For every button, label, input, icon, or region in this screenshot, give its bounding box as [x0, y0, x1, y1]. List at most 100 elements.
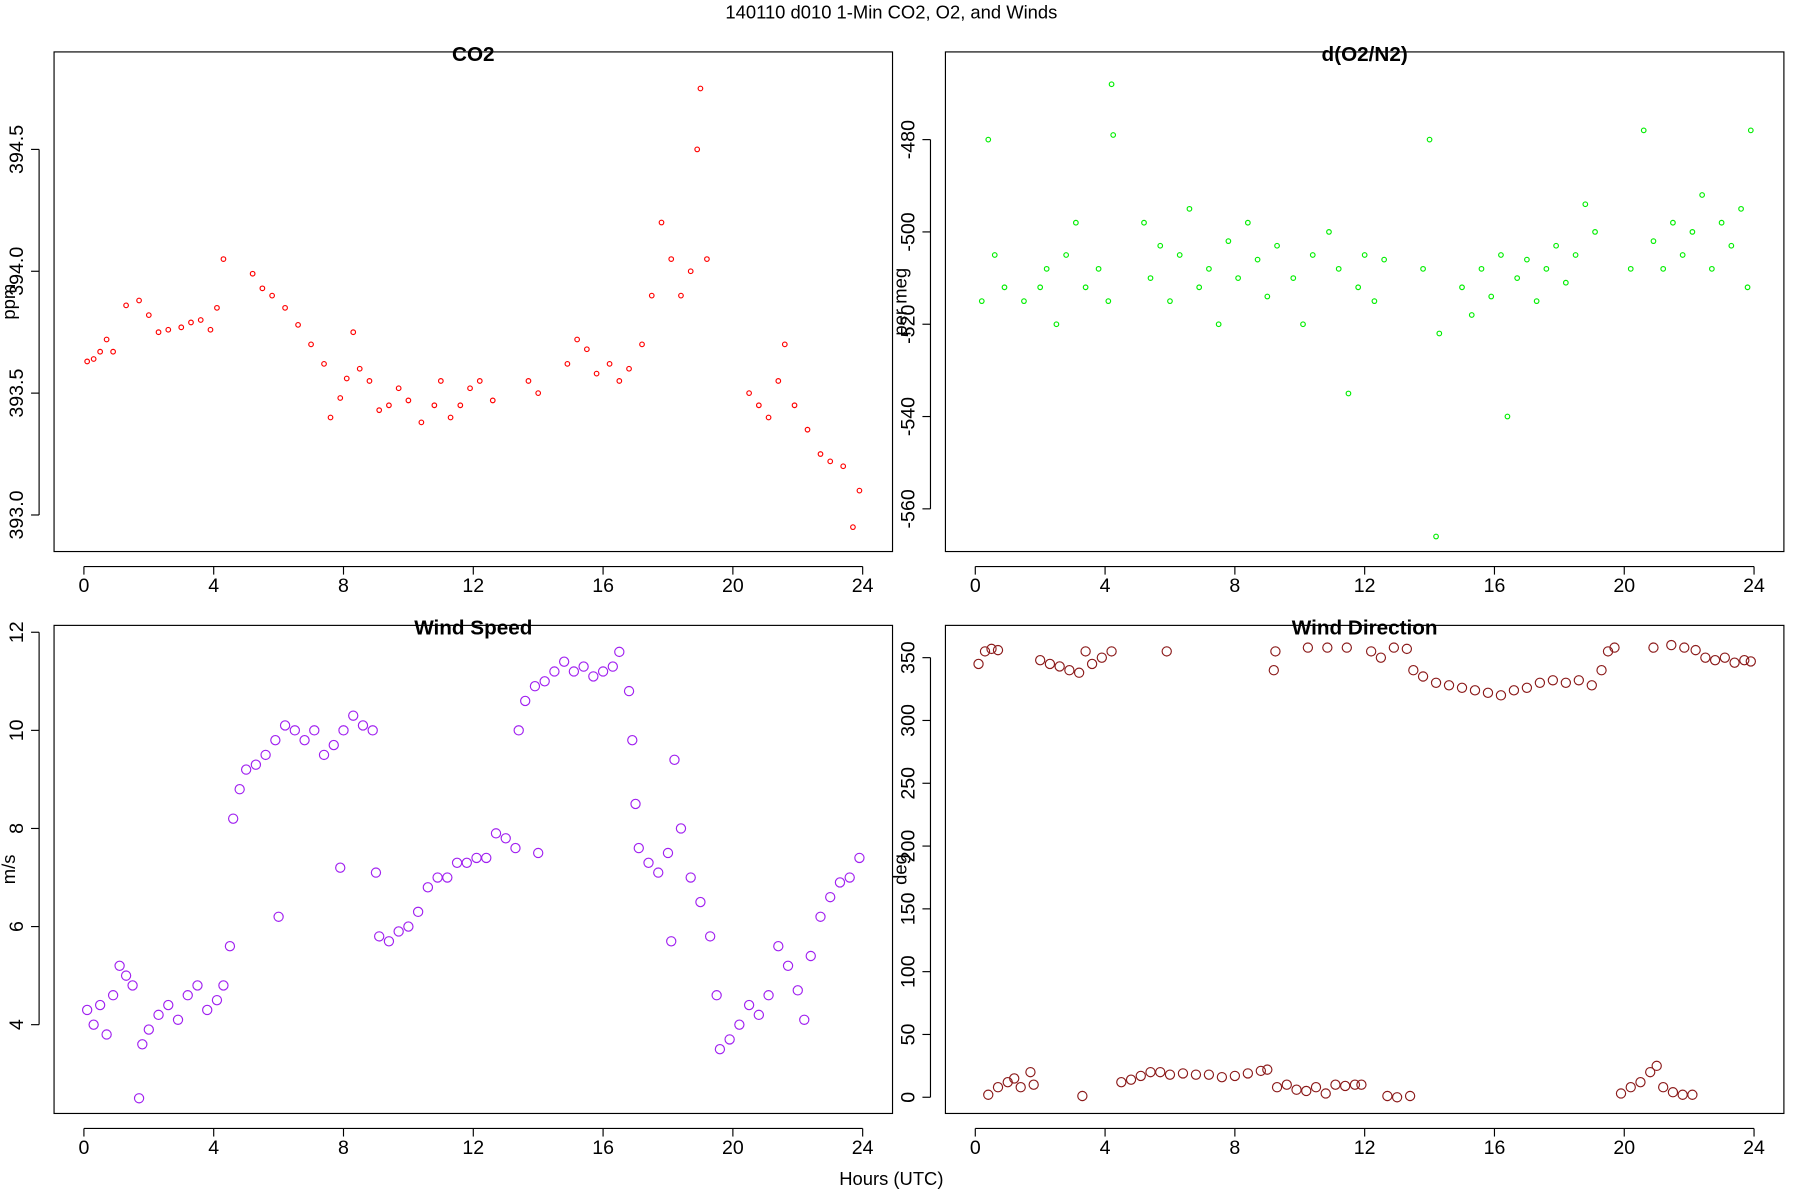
x-tick-label: 16	[1484, 575, 1506, 597]
data-point	[825, 891, 836, 903]
data-point	[1391, 1092, 1403, 1103]
data-point	[1235, 275, 1241, 281]
data-point	[840, 463, 847, 470]
data-point	[633, 842, 644, 854]
x-tick-label: 8	[338, 1137, 349, 1159]
data-point	[1420, 265, 1426, 272]
data-point	[695, 896, 706, 908]
data-point	[775, 378, 782, 384]
data-point	[405, 397, 412, 404]
data-point	[658, 219, 665, 226]
data-point	[805, 950, 816, 962]
data-point	[704, 256, 710, 262]
data-point	[90, 356, 97, 362]
data-point	[653, 867, 664, 878]
data-point	[834, 877, 846, 888]
data-point	[321, 360, 327, 367]
data-point	[558, 656, 570, 667]
data-point	[606, 360, 613, 367]
data-point	[1053, 321, 1060, 328]
data-point	[188, 319, 194, 326]
data-point	[529, 681, 541, 692]
x-tick-label: 0	[970, 575, 981, 597]
data-point	[1514, 275, 1521, 281]
data-point	[366, 378, 373, 384]
data-point	[431, 402, 438, 409]
data-point	[1371, 298, 1378, 305]
data-point	[1443, 680, 1455, 691]
data-point	[1302, 642, 1314, 653]
data-point	[983, 1089, 994, 1100]
data-point	[1281, 1079, 1292, 1090]
data-point	[1072, 219, 1079, 226]
data-point	[1547, 675, 1559, 686]
data-point	[1640, 127, 1647, 134]
data-point	[234, 784, 245, 795]
data-point	[432, 872, 443, 883]
data-point	[697, 85, 704, 92]
data-point	[791, 402, 798, 409]
data-point	[1739, 654, 1750, 666]
data-point	[370, 867, 382, 878]
data-point	[627, 734, 638, 746]
data-point	[694, 146, 701, 153]
data-point	[854, 852, 865, 864]
data-point	[467, 385, 473, 392]
data-point	[616, 378, 623, 384]
data-point	[343, 375, 350, 382]
plot-frame	[944, 624, 1785, 1115]
y-tick-label: 100	[897, 955, 919, 988]
data-point	[1322, 642, 1333, 653]
y-tick-label: 393.5	[6, 368, 28, 417]
data-point	[1044, 658, 1056, 670]
x-tick-label: 16	[592, 575, 614, 597]
data-point	[1349, 1079, 1361, 1090]
data-point	[471, 852, 482, 864]
data-point	[500, 833, 511, 844]
data-point	[1035, 654, 1046, 666]
data-point	[1670, 219, 1676, 226]
y-tick-label: -500	[897, 212, 919, 251]
data-point	[457, 402, 464, 409]
y-tick-label: -560	[897, 489, 919, 528]
data-point	[308, 341, 314, 348]
y-tick-label: -520	[897, 304, 919, 343]
data-point	[549, 666, 560, 677]
data-point	[1687, 1089, 1698, 1100]
data-point	[374, 931, 385, 942]
data-point	[356, 365, 363, 372]
data-point	[986, 643, 997, 655]
x-tick-label: 12	[462, 575, 484, 597]
data-point	[1679, 252, 1686, 258]
data-point	[1658, 1082, 1669, 1093]
x-tick-label: 4	[1100, 1137, 1111, 1159]
data-point	[1709, 654, 1721, 666]
data-point	[393, 926, 404, 937]
data-point	[143, 1024, 154, 1035]
data-point	[1345, 390, 1352, 397]
data-point	[422, 882, 434, 893]
data-point	[1301, 1085, 1312, 1097]
data-point	[630, 798, 641, 810]
data-point	[282, 304, 288, 311]
data-point	[510, 842, 521, 854]
data-point	[376, 407, 383, 414]
data-point	[1157, 242, 1164, 249]
data-point	[648, 292, 655, 299]
data-point	[1699, 192, 1706, 198]
data-point	[1309, 252, 1316, 258]
data-point	[525, 378, 532, 384]
data-point	[1365, 646, 1377, 657]
data-point	[1341, 642, 1352, 653]
data-point	[1504, 413, 1511, 420]
data-point	[1508, 685, 1520, 696]
y-tick-label: 300	[897, 704, 919, 737]
data-point	[1573, 675, 1584, 686]
data-point	[1524, 256, 1530, 263]
data-point	[1719, 652, 1731, 663]
x-tick-label: 4	[1100, 575, 1111, 597]
data-point	[1718, 219, 1725, 226]
data-point	[564, 360, 571, 367]
x-tick-label: 8	[1229, 575, 1240, 597]
data-point	[583, 346, 590, 353]
